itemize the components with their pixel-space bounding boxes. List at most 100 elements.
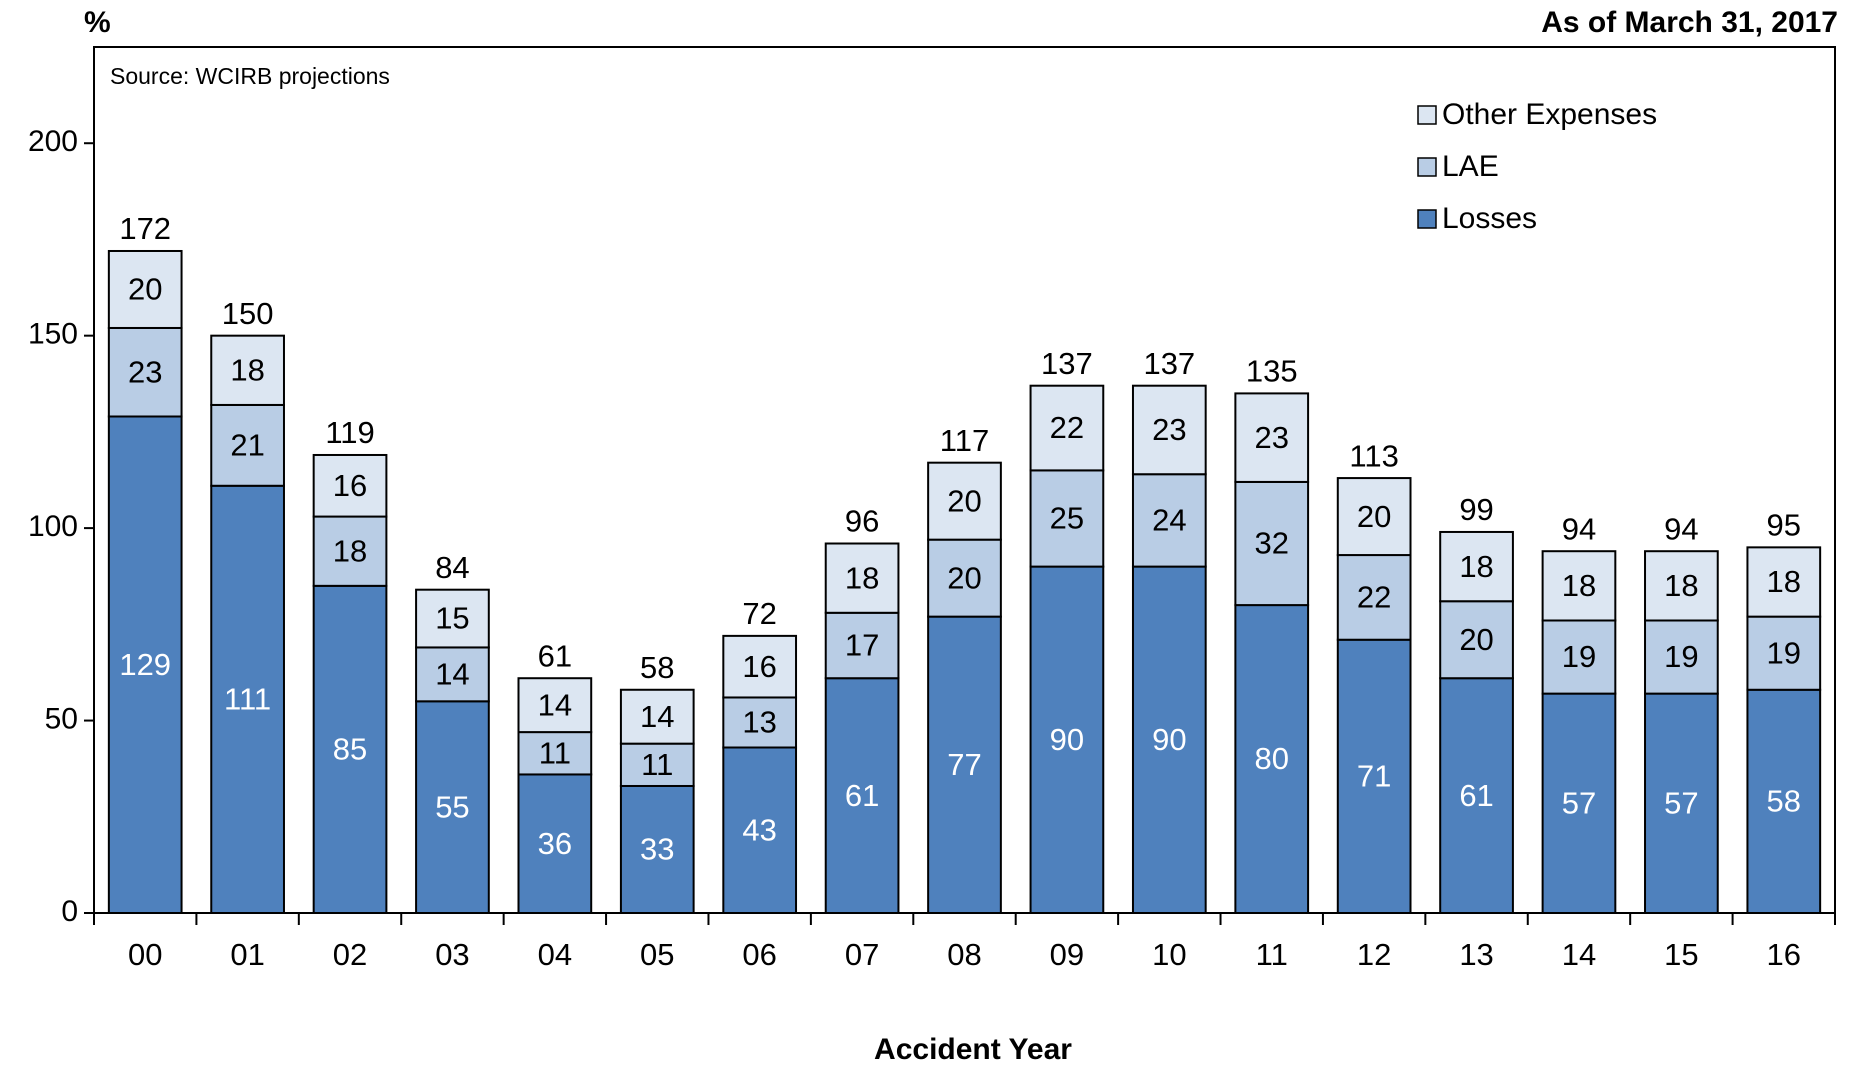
bar-segment (927, 538, 1002, 618)
value-label: 61 (1459, 778, 1493, 813)
bar-segment (107, 326, 183, 418)
bar-segment (1234, 392, 1310, 483)
x-tick-label: 02 (333, 937, 367, 972)
value-label: 25 (1050, 501, 1084, 536)
bar-segment (722, 696, 798, 749)
value-label: 19 (1767, 635, 1801, 670)
bar-segment (107, 249, 183, 329)
value-label: 61 (845, 778, 879, 813)
bar-segment (1541, 619, 1617, 695)
total-label: 96 (845, 504, 879, 539)
value-label: 17 (845, 628, 879, 663)
total-label: 94 (1664, 511, 1698, 546)
value-label: 57 (1664, 785, 1698, 820)
bar-segment (312, 453, 388, 518)
bar-segment (619, 688, 695, 745)
bar-segment (1439, 530, 1514, 603)
bar-segment (1644, 619, 1719, 695)
x-tick-label: 10 (1152, 937, 1186, 972)
total-label: 95 (1767, 508, 1801, 543)
value-label: 11 (641, 747, 673, 782)
value-label: 18 (1767, 564, 1801, 599)
x-tick-label: 06 (742, 937, 776, 972)
value-label: 14 (538, 687, 572, 722)
bar-segment (619, 784, 695, 915)
date-note: As of March 31, 2017 (1541, 6, 1838, 39)
bar-segment (1644, 692, 1719, 915)
value-label: 11 (539, 735, 571, 770)
value-label: 57 (1562, 785, 1596, 820)
x-tick-label: 15 (1664, 937, 1698, 972)
bar-segment (415, 588, 490, 649)
value-label: 20 (947, 560, 981, 595)
value-label: 18 (1562, 568, 1596, 603)
value-label: 20 (1459, 622, 1493, 657)
value-label: 14 (435, 657, 469, 692)
x-tick-label: 01 (230, 937, 264, 972)
value-label: 55 (435, 789, 469, 824)
legend-swatch (1417, 105, 1437, 125)
total-label: 117 (940, 423, 989, 458)
total-label: 58 (640, 650, 674, 685)
total-label: 72 (742, 596, 776, 631)
bar-segment (824, 542, 900, 614)
bar-segment (1336, 477, 1412, 557)
bar-segment (1234, 604, 1310, 914)
x-tick-label: 14 (1562, 937, 1596, 972)
value-label: 77 (947, 747, 981, 782)
bar-segment (1644, 550, 1719, 622)
bar-segment (1029, 384, 1105, 472)
value-label: 22 (1050, 410, 1084, 445)
total-label: 61 (538, 638, 572, 673)
y-tick-label: 100 (28, 510, 78, 543)
x-tick-label: 00 (128, 937, 162, 972)
value-label: 18 (1664, 568, 1698, 603)
total-label: 172 (119, 211, 171, 246)
value-label: 21 (230, 428, 264, 463)
bar-segment (415, 646, 490, 703)
total-label: 137 (1143, 346, 1195, 381)
bar-segment (1439, 677, 1514, 914)
value-label: 22 (1357, 580, 1391, 615)
value-label: 19 (1562, 639, 1596, 674)
x-tick-label: 11 (1256, 937, 1288, 972)
bar-segment (1336, 554, 1412, 641)
source-note: Source: WCIRB projections (110, 63, 390, 89)
value-label: 18 (230, 352, 264, 387)
value-label: 71 (1357, 759, 1391, 794)
x-tick-label: 12 (1357, 937, 1391, 972)
value-label: 19 (1664, 639, 1698, 674)
value-label: 90 (1152, 722, 1186, 757)
bar-segment (927, 461, 1002, 541)
bar-segment (927, 615, 1002, 914)
x-axis-title: Accident Year (874, 1033, 1072, 1066)
bar-segment (1746, 615, 1822, 691)
value-label: 58 (1767, 784, 1801, 819)
total-label: 135 (1246, 354, 1298, 389)
legend-label: LAE (1442, 150, 1499, 183)
y-unit: % (84, 6, 111, 39)
bar-segment (1131, 473, 1207, 568)
x-tick-label: 09 (1050, 937, 1084, 972)
value-label: 18 (1459, 549, 1493, 584)
value-label: 23 (1254, 420, 1288, 455)
x-tick-label: 13 (1459, 937, 1493, 972)
total-label: 94 (1562, 511, 1596, 546)
value-label: 15 (435, 601, 469, 636)
value-label: 23 (1152, 412, 1186, 447)
value-label: 20 (128, 272, 162, 307)
bar-segment (517, 773, 593, 914)
bar-segment (722, 746, 798, 915)
bar-segment (415, 700, 490, 914)
total-label: 137 (1041, 346, 1093, 381)
value-label: 16 (742, 649, 776, 684)
legend-swatch (1417, 209, 1437, 229)
bar-segment (1746, 546, 1822, 618)
bar-segment (1746, 688, 1822, 915)
value-label: 80 (1254, 741, 1288, 776)
total-label: 150 (222, 296, 274, 331)
value-label: 18 (845, 560, 879, 595)
value-label: 43 (742, 812, 776, 847)
bar-segment (210, 484, 285, 914)
